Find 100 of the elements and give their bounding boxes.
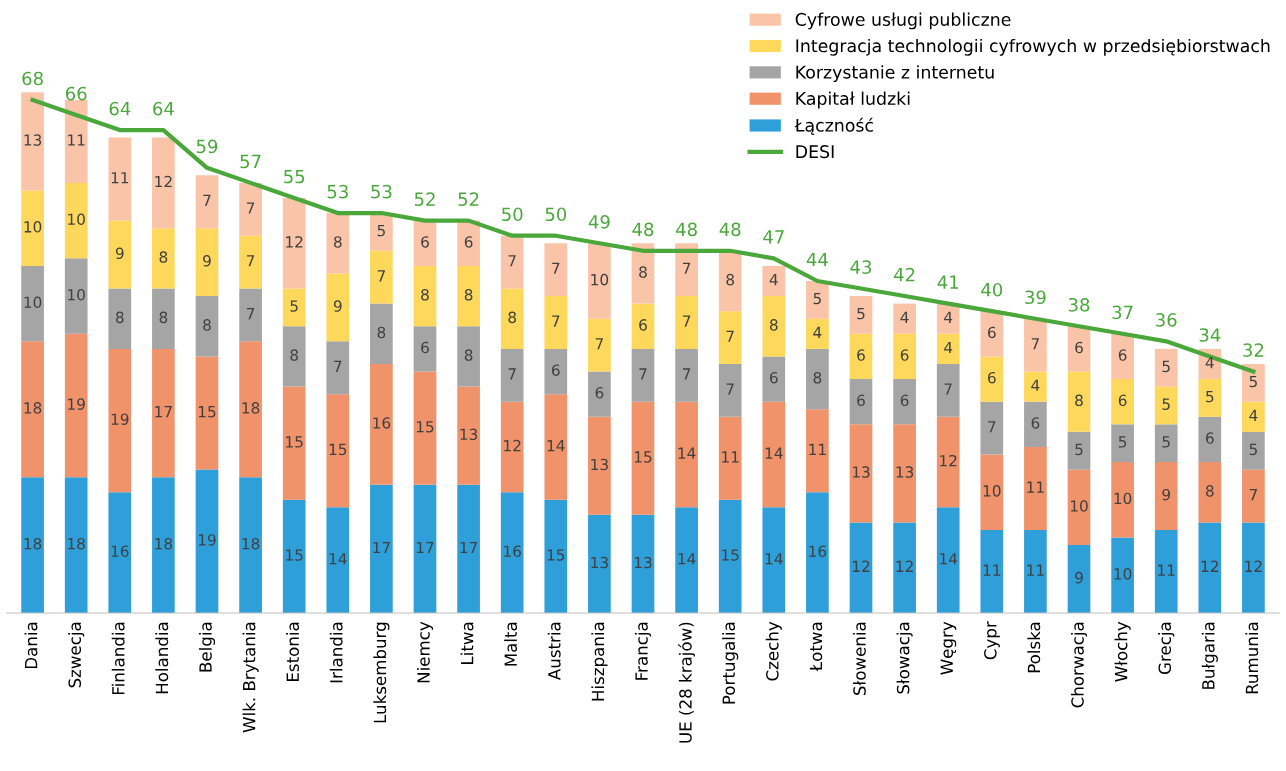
bar: [64, 333, 88, 478]
bar: [1067, 469, 1091, 546]
bar: [64, 477, 88, 613]
data-label: 57: [240, 154, 261, 169]
data-label: 4: [944, 341, 953, 354]
x-tick-label: Rumunia: [1245, 622, 1259, 694]
bar: [457, 220, 480, 266]
data-label: 14: [678, 553, 696, 565]
data-label: 8: [421, 288, 429, 301]
data-label: 14: [547, 440, 565, 452]
data-label: 6: [857, 349, 865, 361]
bar: [1067, 545, 1091, 613]
data-label: 4: [1205, 357, 1214, 369]
data-label: 19: [68, 398, 85, 410]
bar: [718, 499, 742, 613]
x-tick-label: Estonia: [286, 622, 300, 681]
data-label: 12: [1201, 560, 1218, 572]
data-label: 7: [552, 315, 560, 327]
data-label: 10: [1070, 500, 1088, 512]
data-label: 7: [377, 270, 385, 282]
data-label: 6: [1075, 341, 1083, 354]
bar: [806, 409, 829, 493]
data-label: 7: [682, 368, 691, 380]
data-label: 8: [813, 371, 822, 384]
bar: [806, 492, 829, 613]
data-label: 11: [1027, 481, 1044, 493]
data-label: 12: [896, 560, 913, 572]
bar: [1242, 401, 1265, 432]
data-label: 7: [552, 262, 560, 274]
bar: [457, 265, 480, 327]
bar: [1198, 416, 1222, 463]
data-label: 40: [981, 282, 1003, 297]
bar: [762, 296, 786, 357]
bar: [631, 303, 655, 349]
data-label: 64: [153, 101, 174, 116]
x-tick-label: Francja: [634, 622, 652, 680]
data-label: 5: [1162, 360, 1170, 373]
data-label: 6: [1118, 394, 1127, 407]
bar: [849, 522, 873, 613]
bar: [1111, 462, 1134, 538]
data-label: 14: [329, 553, 347, 565]
data-label: 7: [944, 383, 952, 395]
bar: [21, 190, 44, 266]
bar: [326, 394, 350, 508]
bar: [64, 99, 88, 183]
bar: [1024, 318, 1047, 372]
data-label: 8: [508, 311, 517, 324]
bar: [370, 250, 393, 304]
bar: [1242, 431, 1265, 470]
bar: [326, 213, 350, 274]
bar: [500, 492, 524, 613]
legend-label: Cyfrowe usługi publiczne: [795, 12, 1011, 30]
bar: [1154, 424, 1178, 463]
bar: [893, 303, 916, 334]
bar: [413, 484, 437, 613]
data-label: 13: [24, 134, 42, 146]
data-label: 8: [1205, 485, 1214, 497]
bar: [893, 522, 916, 613]
bar: [849, 424, 873, 523]
data-label: 52: [458, 192, 479, 207]
x-tick-label: Wlk. Brytania: [242, 622, 259, 733]
data-label: 18: [242, 537, 260, 550]
data-label: 13: [591, 458, 608, 471]
data-label: 4: [1031, 379, 1040, 391]
data-label: 17: [373, 541, 390, 554]
data-label: 11: [722, 451, 739, 463]
data-label: 68: [22, 71, 43, 86]
x-tick-label: Finlandia: [111, 622, 125, 695]
bar: [108, 137, 132, 221]
bar: [21, 341, 44, 478]
data-label: 18: [155, 537, 173, 550]
data-label: 44: [806, 252, 828, 267]
bar: [500, 288, 524, 349]
bar: [762, 401, 786, 508]
legend-label: Korzystanie z internetu: [796, 65, 994, 83]
bar: [282, 197, 306, 289]
bar: [631, 401, 655, 515]
data-label: 64: [109, 101, 131, 116]
data-label: 12: [286, 236, 303, 248]
bar: [326, 341, 350, 395]
x-tick-label: Hiszpania: [591, 622, 608, 701]
x-tick-label: Holandia: [155, 622, 169, 694]
data-label: 9: [1075, 571, 1083, 584]
bar: [544, 243, 568, 297]
x-tick-label: Węgry: [940, 621, 957, 675]
data-label: 15: [329, 443, 347, 456]
data-label: 4: [1249, 409, 1258, 421]
bar: [849, 296, 873, 334]
data-label: 48: [719, 222, 741, 237]
bar: [326, 507, 350, 613]
data-label: 7: [203, 194, 211, 206]
data-label: 16: [373, 417, 391, 429]
bar: [718, 250, 742, 312]
data-label: 8: [464, 349, 473, 361]
bar: [413, 220, 437, 266]
data-label: 7: [682, 315, 691, 327]
data-label: 18: [24, 402, 42, 414]
bar: [980, 311, 1004, 357]
data-label: 16: [111, 545, 129, 558]
data-label: 10: [24, 221, 42, 233]
